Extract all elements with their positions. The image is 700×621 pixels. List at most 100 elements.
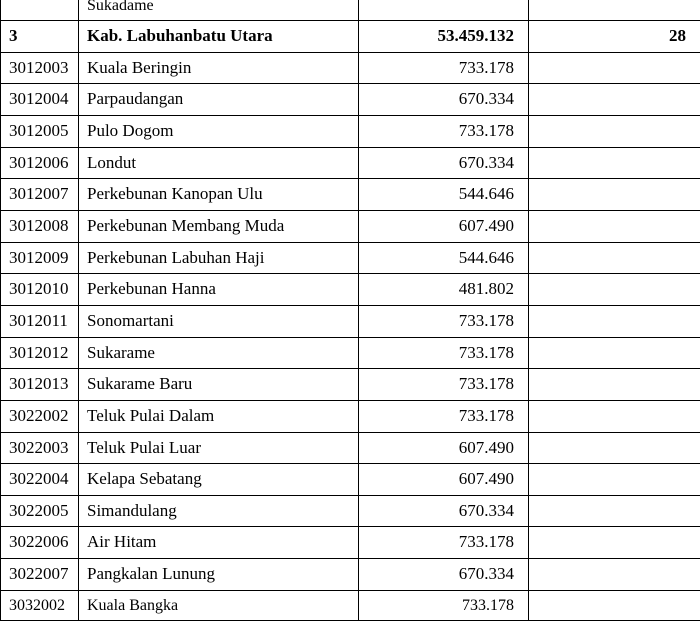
table-row: 3012012Sukarame733.178 xyxy=(1,337,700,369)
cell-last xyxy=(529,464,700,496)
cell-last xyxy=(529,559,700,591)
cell-code: 3012012 xyxy=(1,337,79,369)
table-row: 3012004Parpaudangan670.334 xyxy=(1,84,700,116)
table-row: 3022003Teluk Pulai Luar607.490 xyxy=(1,432,700,464)
cell-name: Pulo Dogom xyxy=(79,116,359,148)
cell-last xyxy=(529,495,700,527)
cell-last xyxy=(529,305,700,337)
cell-value: 670.334 xyxy=(359,559,529,591)
cell-code: 3022002 xyxy=(1,400,79,432)
cell-name: Sukadame xyxy=(79,0,359,21)
cell-value: 733.178 xyxy=(359,527,529,559)
cell-code xyxy=(1,0,79,21)
cell-value: 607.490 xyxy=(359,464,529,496)
cell-last xyxy=(529,400,700,432)
cell-last xyxy=(529,369,700,401)
cell-code: 3012006 xyxy=(1,147,79,179)
cell-value: 733.178 xyxy=(359,337,529,369)
cell-name: Kuala Beringin xyxy=(79,52,359,84)
cell-last xyxy=(529,274,700,306)
header-code: 3 xyxy=(1,21,79,53)
cell-last xyxy=(529,179,700,211)
cell-code: 3012007 xyxy=(1,179,79,211)
cell-value: 481.802 xyxy=(359,274,529,306)
cell-code: 3032002 xyxy=(1,590,79,620)
table-row: 3022005Simandulang670.334 xyxy=(1,495,700,527)
cell-name: Perkebunan Kanopan Ulu xyxy=(79,179,359,211)
cell-value xyxy=(359,0,529,21)
cell-value: 733.178 xyxy=(359,116,529,148)
regency-data-table: Sukadame 3 Kab. Labuhanbatu Utara 53.459… xyxy=(0,0,700,621)
table-row: 3012008Perkebunan Membang Muda607.490 xyxy=(1,211,700,243)
cell-name: Air Hitam xyxy=(79,527,359,559)
cell-value: 670.334 xyxy=(359,495,529,527)
cell-last xyxy=(529,432,700,464)
cell-value: 670.334 xyxy=(359,84,529,116)
cell-name: Teluk Pulai Luar xyxy=(79,432,359,464)
cell-name: Sonomartani xyxy=(79,305,359,337)
table-row: 3022006Air Hitam733.178 xyxy=(1,527,700,559)
cell-code: 3012004 xyxy=(1,84,79,116)
cell-name: Sukarame xyxy=(79,337,359,369)
cell-name: Perkebunan Hanna xyxy=(79,274,359,306)
table-row: 3012005Pulo Dogom733.178 xyxy=(1,116,700,148)
table-row: 3012011Sonomartani733.178 xyxy=(1,305,700,337)
cell-last xyxy=(529,527,700,559)
cell-name: Kuala Bangka xyxy=(79,590,359,620)
cell-value: 670.334 xyxy=(359,147,529,179)
table-row: 3022002Teluk Pulai Dalam733.178 xyxy=(1,400,700,432)
cell-code: 3022007 xyxy=(1,559,79,591)
header-value: 53.459.132 xyxy=(359,21,529,53)
table-row: 3022004Kelapa Sebatang607.490 xyxy=(1,464,700,496)
cell-name: Simandulang xyxy=(79,495,359,527)
cell-last xyxy=(529,242,700,274)
table-row: 3022007Pangkalan Lunung670.334 xyxy=(1,559,700,591)
table-row: 3012009Perkebunan Labuhan Haji544.646 xyxy=(1,242,700,274)
header-last: 28 xyxy=(529,21,700,53)
cell-code: 3012013 xyxy=(1,369,79,401)
cell-code: 3012003 xyxy=(1,52,79,84)
cell-code: 3012010 xyxy=(1,274,79,306)
cell-code: 3022003 xyxy=(1,432,79,464)
cell-value: 733.178 xyxy=(359,369,529,401)
cell-value: 544.646 xyxy=(359,179,529,211)
cell-code: 3012009 xyxy=(1,242,79,274)
table-row-partial-bottom: 3032002Kuala Bangka733.178 xyxy=(1,590,700,620)
cell-last xyxy=(529,211,700,243)
cell-value: 607.490 xyxy=(359,432,529,464)
cell-code: 3012005 xyxy=(1,116,79,148)
cell-code: 3022005 xyxy=(1,495,79,527)
cell-last xyxy=(529,0,700,21)
cell-last xyxy=(529,84,700,116)
cell-name: Teluk Pulai Dalam xyxy=(79,400,359,432)
cell-name: Sukarame Baru xyxy=(79,369,359,401)
header-name: Kab. Labuhanbatu Utara xyxy=(79,21,359,53)
cell-code: 3022006 xyxy=(1,527,79,559)
table-row: 3012013Sukarame Baru733.178 xyxy=(1,369,700,401)
cell-code: 3022004 xyxy=(1,464,79,496)
cell-value: 733.178 xyxy=(359,52,529,84)
cell-name: Parpaudangan xyxy=(79,84,359,116)
cell-last xyxy=(529,337,700,369)
cell-name: Perkebunan Labuhan Haji xyxy=(79,242,359,274)
table-row: 3012010Perkebunan Hanna481.802 xyxy=(1,274,700,306)
cell-last xyxy=(529,590,700,620)
cell-name: Pangkalan Lunung xyxy=(79,559,359,591)
cell-name: Perkebunan Membang Muda xyxy=(79,211,359,243)
cell-value: 733.178 xyxy=(359,305,529,337)
cell-value: 733.178 xyxy=(359,590,529,620)
cell-name: Kelapa Sebatang xyxy=(79,464,359,496)
cell-last xyxy=(529,52,700,84)
cell-last xyxy=(529,147,700,179)
cell-code: 3012008 xyxy=(1,211,79,243)
table-row-partial-top: Sukadame xyxy=(1,0,700,21)
table-header-row: 3 Kab. Labuhanbatu Utara 53.459.132 28 xyxy=(1,21,700,53)
cell-last xyxy=(529,116,700,148)
cell-name: Londut xyxy=(79,147,359,179)
cell-value: 607.490 xyxy=(359,211,529,243)
cell-code: 3012011 xyxy=(1,305,79,337)
cell-value: 544.646 xyxy=(359,242,529,274)
table-row: 3012006Londut670.334 xyxy=(1,147,700,179)
table-row: 3012003Kuala Beringin733.178 xyxy=(1,52,700,84)
cell-value: 733.178 xyxy=(359,400,529,432)
